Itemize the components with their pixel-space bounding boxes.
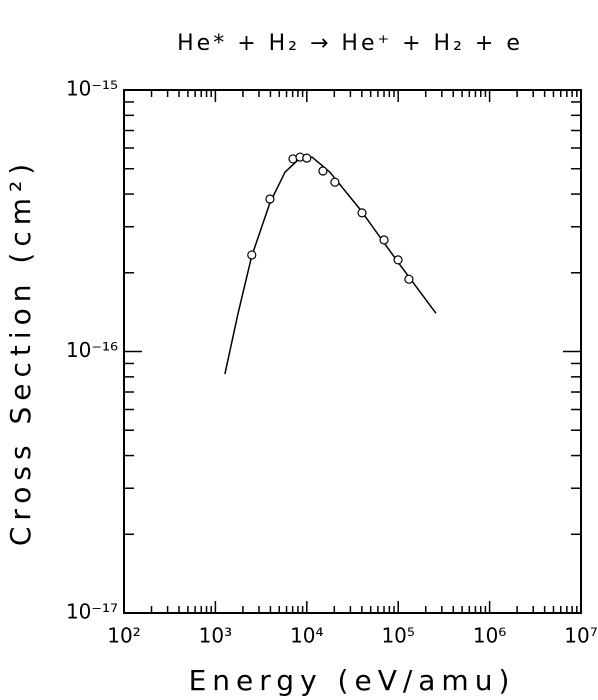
data-point	[330, 177, 340, 187]
x-tick-label: 10⁴	[290, 624, 323, 648]
data-point	[357, 208, 367, 218]
x-tick-label: 10²	[107, 624, 140, 648]
y-tick-label: 10⁻¹⁶	[66, 338, 118, 362]
data-point	[379, 235, 389, 245]
x-tick-label: 10⁷	[564, 624, 597, 648]
data-point	[247, 250, 257, 260]
y-tick-label: 10⁻¹⁷	[66, 600, 118, 624]
y-axis-title: Cross Section (cm²)	[4, 158, 37, 546]
x-tick-label: 10⁵	[381, 624, 414, 648]
data-point	[265, 194, 275, 204]
x-tick-label: 10³	[199, 624, 232, 648]
x-axis-title: Energy (eV/amu)	[189, 664, 516, 696]
data-point	[404, 274, 414, 284]
data-point	[302, 153, 312, 163]
data-point	[393, 255, 403, 265]
plot-frame	[123, 89, 582, 614]
x-tick-label: 10⁶	[473, 624, 506, 648]
fit-line	[224, 156, 437, 375]
data-point	[318, 166, 328, 176]
y-tick-label: 10⁻¹⁵	[66, 77, 118, 101]
chart-title: He* + H₂ → He⁺ + H₂ + e	[177, 31, 523, 56]
